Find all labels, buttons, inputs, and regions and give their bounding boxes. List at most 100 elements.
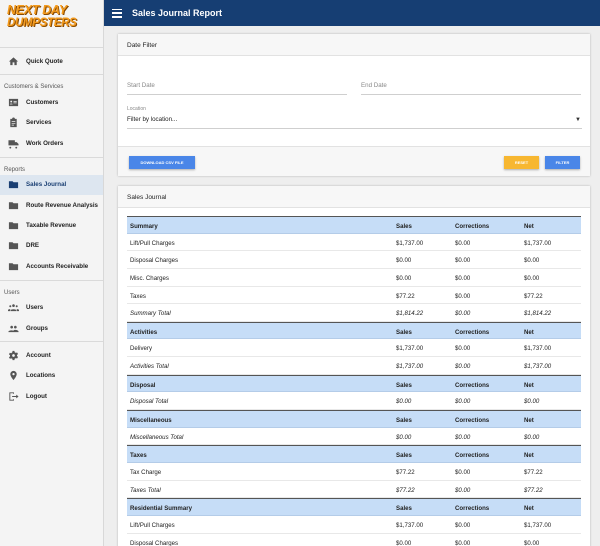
nav-customers[interactable]: Customers <box>0 92 103 112</box>
folder-icon <box>6 240 20 252</box>
table-cell: $0.00 <box>396 257 412 265</box>
nav-route-revenue-analysis[interactable]: Route Revenue Analysis <box>0 195 103 215</box>
table-cell: Summary Total <box>130 310 171 318</box>
table-cell: Taxes Total <box>130 486 161 494</box>
table-total-row: Activities Total $1,737.00 $0.00 $1,737.00 <box>127 357 581 375</box>
download-csv-button[interactable]: DOWNLOAD CSV FILE <box>129 156 195 169</box>
table-section-header: Miscellaneous Sales Corrections Net <box>127 410 581 428</box>
sales-journal-table: Summary Sales Corrections Net Lift/Pull Char… <box>127 216 581 546</box>
table-cell: $1,814.22 <box>524 310 552 318</box>
folder-icon <box>6 179 20 191</box>
nav-label: Taxable Revenue <box>26 222 77 230</box>
table-cell: $77.22 <box>396 486 415 494</box>
table-cell: $77.22 <box>524 486 543 494</box>
table-total-row: Disposal Total $0.00 $0.00 $0.00 <box>127 392 581 411</box>
folder-icon <box>6 220 20 232</box>
nav-label: Route Revenue Analysis <box>26 201 98 209</box>
nav-label: Accounts Receivable <box>26 262 89 270</box>
table-cell: Activities Total <box>130 363 169 371</box>
folder-icon <box>6 260 20 272</box>
table-cell: $0.00 <box>455 274 471 282</box>
nav-accounts-receivable[interactable]: Accounts Receivable <box>0 256 103 276</box>
table-cell: $1,737.00 <box>396 363 424 371</box>
logo-line-1: NEXT DAY <box>7 3 67 17</box>
nav-groups[interactable]: Groups <box>0 318 103 338</box>
table-cell: $1,814.22 <box>396 310 424 318</box>
table-cell: $0.00 <box>524 398 540 406</box>
location-select[interactable]: Filter by location... ▼ <box>127 115 582 129</box>
nav-label: Logout <box>26 392 47 400</box>
nav-sales-journal[interactable]: Sales Journal <box>0 174 103 195</box>
page-title: Sales Journal Report <box>132 8 223 18</box>
filter-button[interactable]: FILTER <box>545 156 580 169</box>
nav-dre[interactable]: DRE <box>0 236 103 256</box>
table-cell: $0.00 <box>524 433 540 441</box>
nav-users[interactable]: Users <box>0 298 103 318</box>
table-cell: $1,737.00 <box>396 521 424 529</box>
table-cell: Sales <box>396 417 412 425</box>
table-cell: $1,737.00 <box>524 521 552 529</box>
table-section-header: Summary Sales Corrections Net <box>127 216 581 234</box>
start-date-input[interactable]: Start Date <box>127 81 347 95</box>
location-label: Location <box>127 106 146 112</box>
table-section-header: Activities Sales Corrections Net <box>127 321 581 340</box>
nav-label: Services <box>26 119 52 127</box>
table-total-row: Miscellaneous Total $0.00 $0.00 $0.00 <box>127 428 581 446</box>
top-app-bar: Sales Journal Report <box>104 0 600 26</box>
table-cell: $0.00 <box>524 257 540 265</box>
end-date-input[interactable]: End Date <box>361 81 581 95</box>
table-cell: $1,737.00 <box>396 345 424 353</box>
table-cell: Summary <box>130 223 158 230</box>
table-cell: $0.00 <box>455 239 471 247</box>
table-cell: $77.22 <box>396 292 415 300</box>
nav-label: Work Orders <box>26 139 64 147</box>
table-cell: $0.00 <box>455 257 471 265</box>
divider <box>0 279 103 281</box>
gear-icon <box>6 349 20 361</box>
table-cell: Miscellaneous Total <box>130 433 184 441</box>
table-cell: $0.00 <box>455 539 471 546</box>
nav-quick-quote[interactable]: Quick Quote <box>0 51 103 71</box>
section-heading: Customers & Services <box>4 84 64 91</box>
nav-label: Users <box>26 304 44 312</box>
table-cell: $0.00 <box>455 521 471 529</box>
sales-journal-card: Sales Journal Summary Sales Corrections Net… <box>118 186 590 546</box>
nav-logout[interactable]: Logout <box>0 386 103 406</box>
date-filter-title: Date Filter <box>118 34 590 56</box>
logout-icon <box>6 390 20 402</box>
table-cell: Corrections <box>455 223 490 230</box>
table-row: Tax Charge $77.22 $0.00 $77.22 <box>127 463 581 481</box>
nav-services[interactable]: Services <box>0 113 103 133</box>
nav-label: Locations <box>26 372 56 380</box>
nav-account[interactable]: Account <box>0 345 103 365</box>
table-cell: Sales <box>396 223 412 230</box>
table-cell: Disposal Total <box>130 398 169 406</box>
brand-logo[interactable]: NEXT DAY DUMPSTERS <box>0 0 103 44</box>
date-filter-card: Date Filter Start Date End Date Location… <box>118 34 590 176</box>
table-cell: Miscellaneous <box>130 417 172 425</box>
table-cell: Taxes <box>130 292 146 300</box>
table-row: Disposal Charges $0.00 $0.00 $0.00 <box>127 251 581 269</box>
truck-icon <box>6 137 20 149</box>
table-cell: Delivery <box>130 345 153 353</box>
section-heading: Users <box>4 289 20 296</box>
contact-card-icon <box>6 97 20 109</box>
table-cell: Disposal <box>130 381 156 389</box>
nav-taxable-revenue[interactable]: Taxable Revenue <box>0 215 103 235</box>
table-cell: Corrections <box>455 417 490 425</box>
hamburger-menu-icon[interactable] <box>112 8 122 18</box>
home-icon <box>6 55 20 67</box>
sales-journal-title: Sales Journal <box>118 186 590 208</box>
nav-work-orders[interactable]: Work Orders <box>0 133 103 153</box>
table-cell: $1,737.00 <box>524 239 552 247</box>
clipboard-icon <box>6 117 20 129</box>
table-cell: $0.00 <box>455 345 471 353</box>
table-cell: Net <box>524 223 534 230</box>
reset-button[interactable]: RESET <box>504 156 539 169</box>
nav-locations[interactable]: Locations <box>0 366 103 386</box>
table-row: Lift/Pull Charges $1,737.00 $0.00 $1,737.00 <box>127 234 581 252</box>
table-cell: Net <box>524 452 534 460</box>
table-cell: $0.00 <box>455 310 471 318</box>
table-cell: $0.00 <box>455 292 471 300</box>
table-cell: $0.00 <box>455 363 471 371</box>
